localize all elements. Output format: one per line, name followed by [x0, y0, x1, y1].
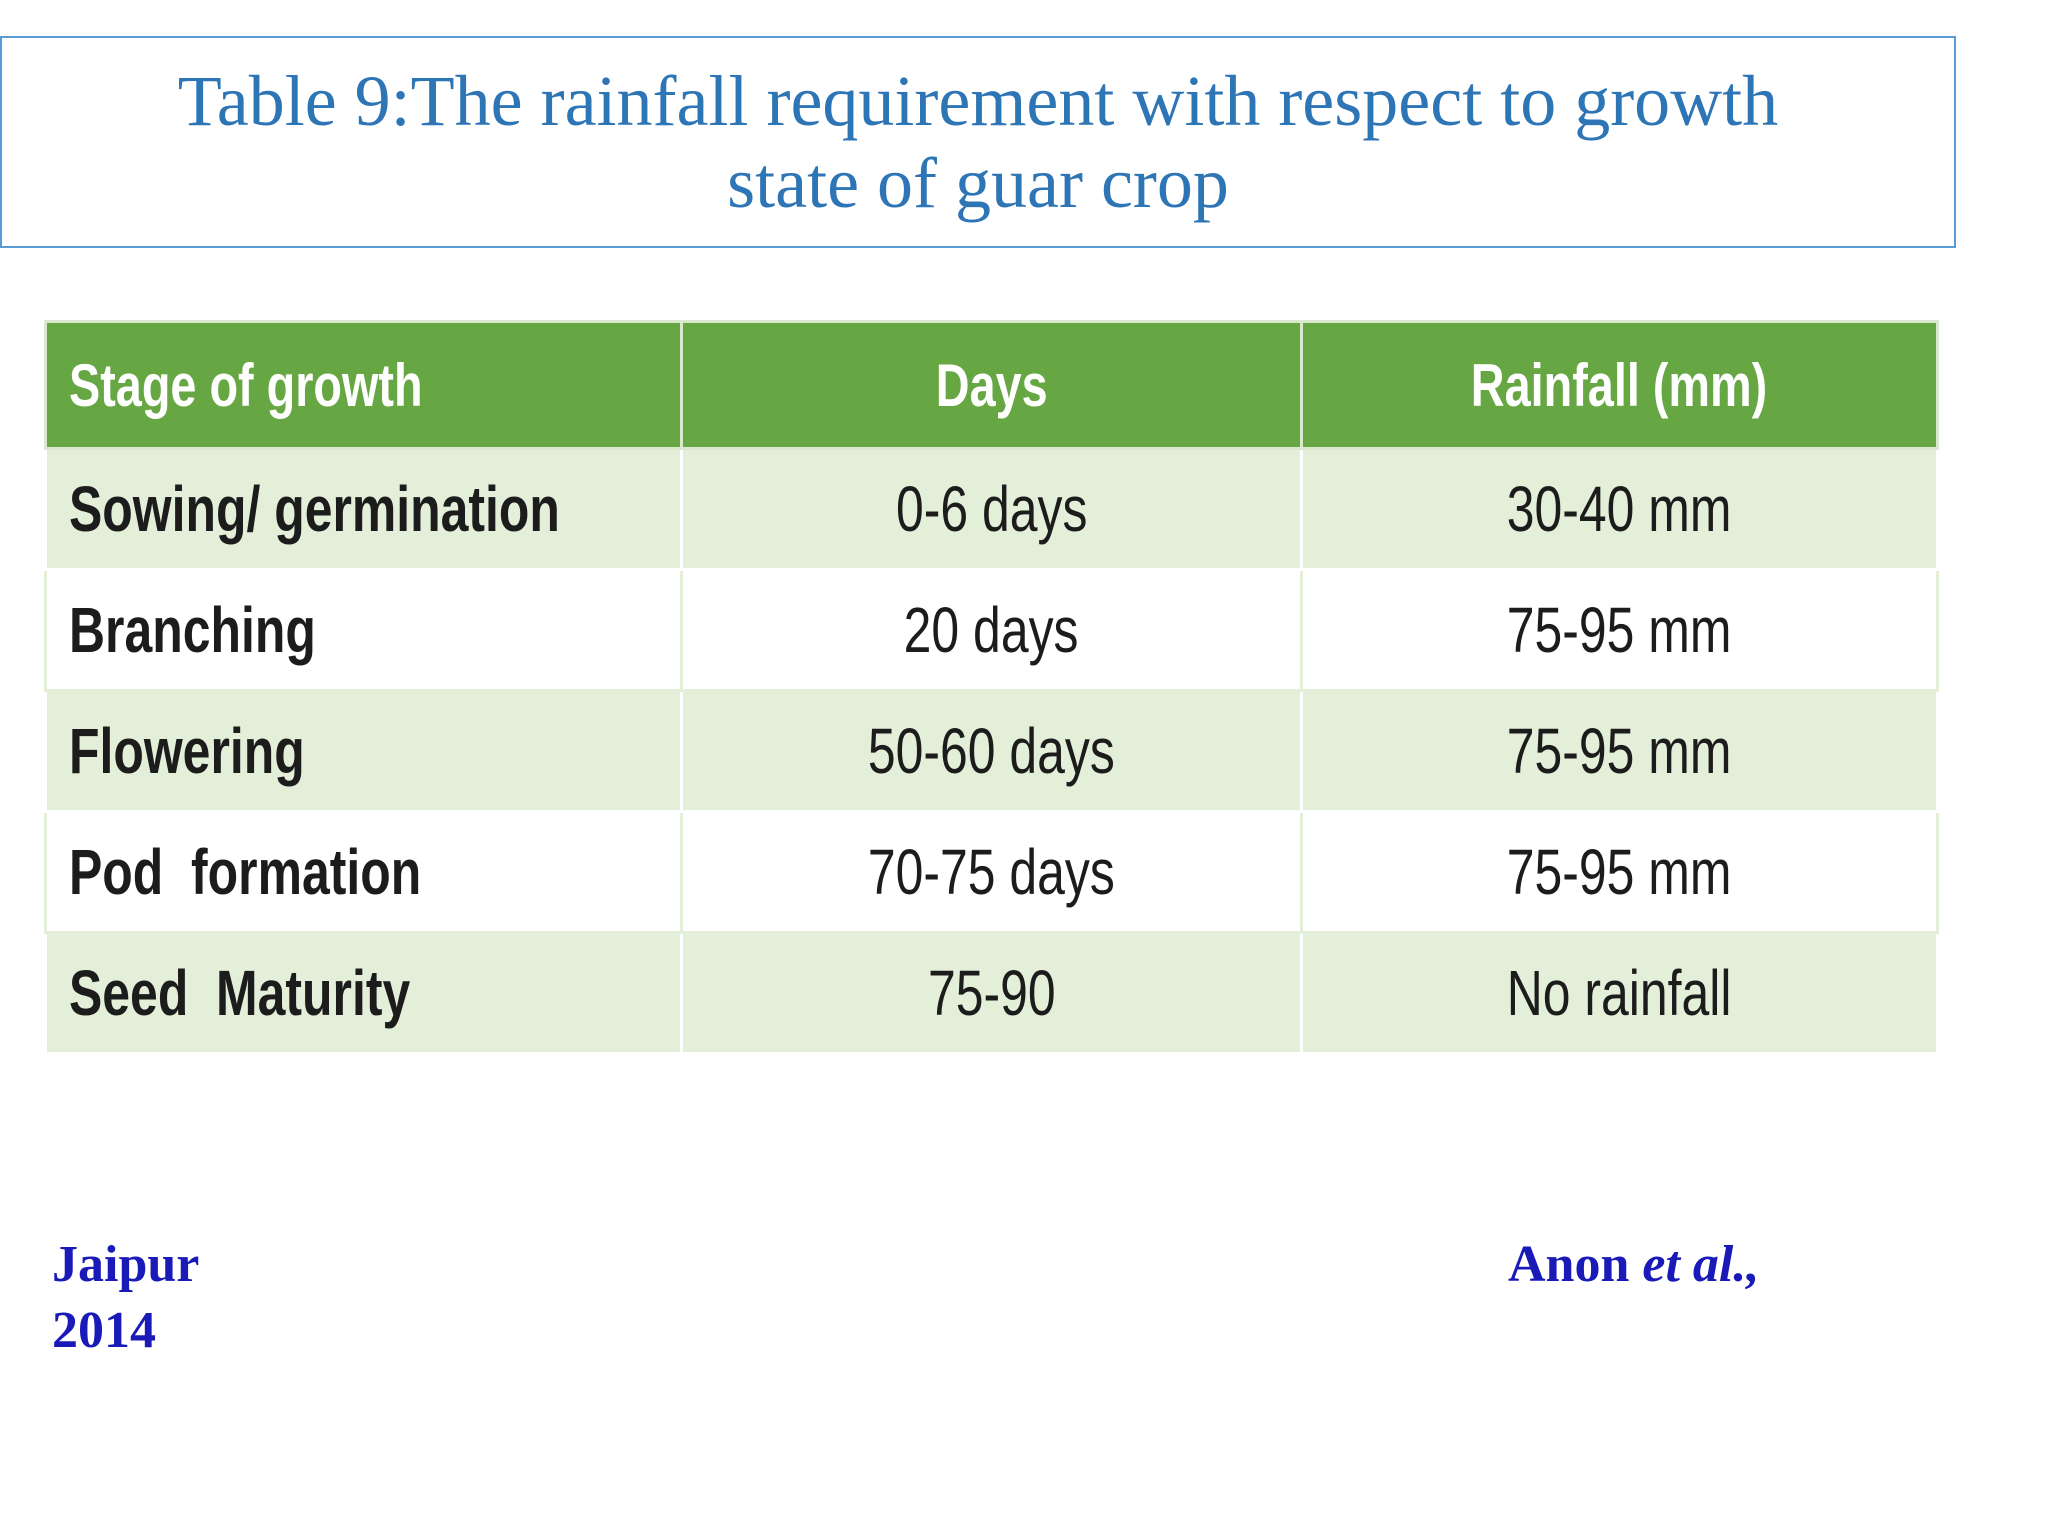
header-stage: Stage of growth: [44, 320, 683, 450]
title-line-2: state of guar crop: [727, 143, 1229, 223]
days-cell: 50-60 days: [680, 689, 1303, 813]
days-cell: 0-6 days: [680, 447, 1303, 571]
header-rainfall: Rainfall (mm): [1300, 320, 1939, 450]
footer-citation: Anon et al.,: [1508, 1232, 1759, 1298]
title-box: Table 9:The rainfall requirement with re…: [0, 36, 1956, 248]
stage-cell: Branching: [44, 568, 683, 692]
footer-year: 2014: [52, 1302, 156, 1359]
footer-location: Jaipur: [52, 1236, 200, 1293]
table-row: Sowing/ germination 0-6 days 30-40 mm: [44, 447, 1939, 571]
title-line-1: Table 9:The rainfall requirement with re…: [177, 61, 1779, 141]
stage-cell: Pod formation: [44, 810, 683, 934]
footer-author: Anon: [1508, 1236, 1630, 1293]
table-row: Seed Maturity 75-90 No rainfall: [44, 931, 1939, 1055]
stage-cell: Flowering: [44, 689, 683, 813]
table-row: Pod formation 70-75 days 75-95 mm: [44, 810, 1939, 934]
footer-author-suffix: et al.,: [1642, 1236, 1760, 1293]
rainfall-cell: 75-95 mm: [1300, 568, 1939, 692]
rainfall-table: Stage of growth Days Rainfall (mm) Sowin…: [44, 320, 1939, 1055]
header-days: Days: [680, 320, 1303, 450]
stage-cell: Sowing/ germination: [44, 447, 683, 571]
table-header-row: Stage of growth Days Rainfall (mm): [44, 320, 1939, 450]
days-cell: 70-75 days: [680, 810, 1303, 934]
table-row: Branching 20 days 75-95 mm: [44, 568, 1939, 692]
rainfall-cell: 75-95 mm: [1300, 810, 1939, 934]
rainfall-cell: 30-40 mm: [1300, 447, 1939, 571]
footer-source-location: Jaipur 2014: [52, 1232, 199, 1364]
days-cell: 20 days: [680, 568, 1303, 692]
days-cell: 75-90: [680, 931, 1303, 1055]
stage-cell: Seed Maturity: [44, 931, 683, 1055]
table-row: Flowering 50-60 days 75-95 mm: [44, 689, 1939, 813]
rainfall-cell: No rainfall: [1300, 931, 1939, 1055]
rainfall-cell: 75-95 mm: [1300, 689, 1939, 813]
